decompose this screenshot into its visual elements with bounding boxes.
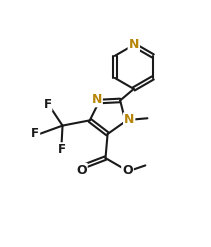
Text: O: O (122, 164, 133, 177)
Text: F: F (58, 143, 66, 156)
Text: N: N (92, 93, 102, 106)
Text: N: N (129, 38, 139, 51)
Text: F: F (31, 127, 39, 140)
Text: O: O (76, 164, 87, 177)
Text: N: N (124, 113, 134, 126)
Text: F: F (43, 98, 51, 111)
